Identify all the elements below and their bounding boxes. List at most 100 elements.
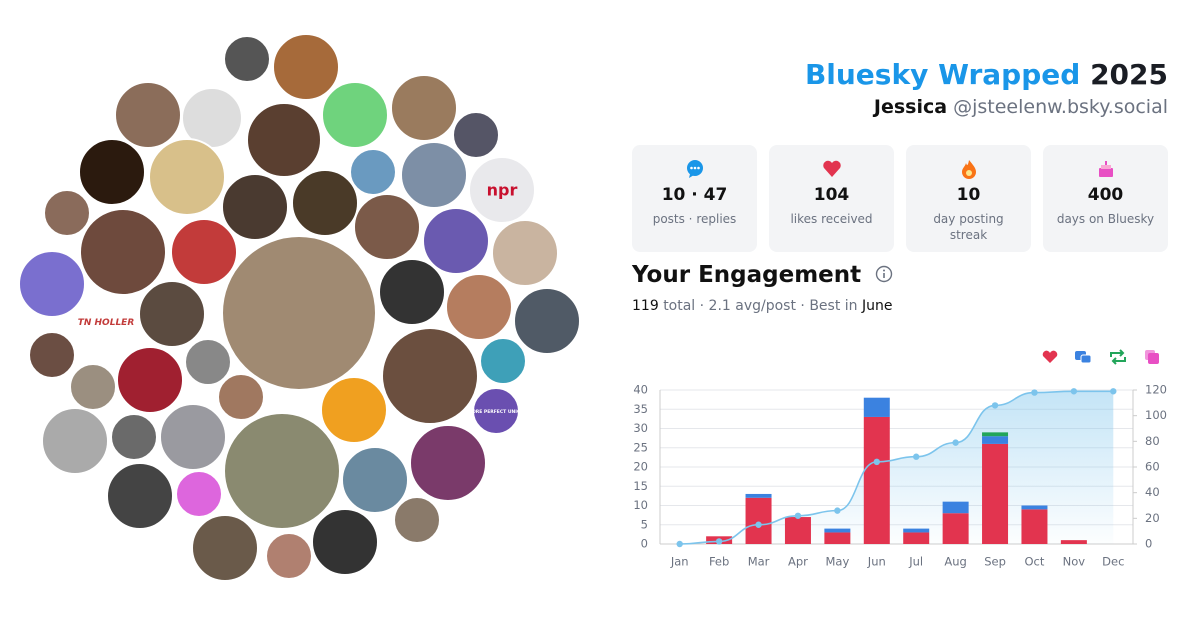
y2-tick-label: 120 bbox=[1145, 383, 1167, 397]
bar-segment bbox=[982, 432, 1009, 437]
bar-segment bbox=[1021, 509, 1048, 544]
stat-value: 104 bbox=[813, 185, 850, 205]
bar-segment bbox=[863, 416, 890, 544]
avatar bbox=[341, 446, 409, 514]
legend-icon bbox=[1080, 354, 1092, 364]
avatar bbox=[43, 189, 91, 237]
avatar bbox=[468, 156, 536, 224]
avatar bbox=[58, 478, 104, 524]
bar-segment bbox=[784, 517, 811, 544]
bar-segment bbox=[903, 528, 930, 533]
section-title: Your Engagement bbox=[632, 262, 893, 288]
avatar bbox=[311, 508, 379, 576]
line-point bbox=[1070, 388, 1078, 395]
bar-segment bbox=[942, 501, 969, 514]
bar-segment bbox=[982, 443, 1009, 544]
section-title-text: Your Engagement bbox=[632, 262, 862, 288]
avatar bbox=[28, 331, 76, 379]
handle[interactable]: @jsteelenw.bsky.social bbox=[953, 96, 1168, 118]
avatar bbox=[353, 193, 421, 261]
info-icon[interactable] bbox=[875, 265, 893, 283]
bar-segment bbox=[942, 513, 969, 544]
line-point bbox=[794, 512, 802, 519]
avatar bbox=[78, 138, 146, 206]
x-tick-label: Mar bbox=[748, 555, 770, 569]
avatar bbox=[320, 376, 388, 444]
engagement-area bbox=[679, 391, 1114, 544]
line-point bbox=[755, 521, 762, 528]
avatar bbox=[422, 207, 490, 275]
y-tick-label: 35 bbox=[633, 402, 648, 416]
avatar bbox=[110, 413, 158, 461]
icon bbox=[822, 160, 841, 177]
bar-segment bbox=[824, 528, 851, 533]
legend-icon bbox=[1042, 350, 1058, 363]
avatar bbox=[138, 280, 206, 348]
line-point bbox=[1110, 388, 1117, 395]
avatar bbox=[378, 258, 446, 326]
x-tick-label: Sep bbox=[984, 555, 1006, 569]
y2-tick-label: 40 bbox=[1145, 485, 1160, 499]
avatar bbox=[400, 141, 468, 209]
y-tick-label: 20 bbox=[633, 460, 648, 474]
avatar bbox=[223, 412, 341, 530]
avatar bbox=[246, 102, 322, 178]
y-tick-label: 25 bbox=[633, 440, 648, 454]
icon bbox=[686, 160, 703, 178]
avatar bbox=[265, 532, 313, 580]
x-tick-label: Dec bbox=[1102, 555, 1124, 569]
x-tick-label: Feb bbox=[709, 555, 729, 569]
avatar bbox=[409, 424, 487, 502]
y2-tick-label: 20 bbox=[1145, 511, 1160, 525]
avatar bbox=[114, 81, 182, 149]
stat-label: likes received bbox=[790, 212, 873, 226]
stat-label: days on Bluesky bbox=[1056, 212, 1155, 226]
avatar-label: npr bbox=[487, 181, 518, 200]
avatar bbox=[393, 496, 441, 544]
bar-segment bbox=[824, 532, 851, 544]
legend-icon bbox=[1148, 353, 1159, 364]
avatar bbox=[291, 169, 359, 237]
avatar bbox=[18, 250, 86, 318]
avatar bbox=[479, 337, 527, 385]
stat-card: 10 day posting streak bbox=[906, 145, 1031, 252]
avatar bbox=[106, 462, 174, 530]
line-point bbox=[715, 538, 723, 545]
y-tick-label: 5 bbox=[641, 517, 648, 531]
y2-tick-label: 100 bbox=[1145, 408, 1167, 422]
avatar bbox=[159, 403, 227, 471]
y2-tick-label: 0 bbox=[1145, 537, 1152, 551]
avatar bbox=[184, 338, 232, 386]
x-tick-label: Jul bbox=[908, 555, 923, 569]
avatar bbox=[223, 35, 271, 83]
y2-tick-label: 60 bbox=[1145, 460, 1160, 474]
avatar bbox=[217, 373, 265, 421]
avatar bbox=[221, 173, 289, 241]
line-point bbox=[913, 453, 920, 460]
line-point bbox=[834, 507, 841, 514]
avatar-label: TN HOLLER bbox=[78, 318, 135, 328]
display-name: Jessica bbox=[873, 96, 948, 118]
total: 119 bbox=[632, 298, 659, 314]
x-tick-label: Jun bbox=[867, 555, 886, 569]
avatar bbox=[513, 287, 581, 355]
stat-label: day posting streak bbox=[933, 212, 1004, 242]
avatar bbox=[390, 74, 458, 142]
bar-segment bbox=[1060, 540, 1087, 544]
avatar bbox=[491, 219, 559, 287]
line-point bbox=[991, 402, 999, 409]
y-tick-label: 40 bbox=[633, 383, 648, 397]
stat-card: 400 days on Bluesky bbox=[1043, 145, 1168, 252]
avatar bbox=[116, 346, 184, 414]
x-tick-label: Aug bbox=[944, 555, 966, 569]
y-tick-label: 0 bbox=[641, 537, 648, 551]
line-point bbox=[952, 439, 959, 446]
avatar bbox=[41, 407, 109, 475]
avatar bbox=[381, 327, 479, 425]
avatar bbox=[445, 273, 513, 341]
x-tick-label: May bbox=[825, 555, 849, 569]
avatar-cluster: npr TN HOLLER MORE PERFECT UNION bbox=[18, 33, 581, 582]
avatar bbox=[272, 33, 340, 101]
x-tick-label: Oct bbox=[1025, 555, 1045, 569]
